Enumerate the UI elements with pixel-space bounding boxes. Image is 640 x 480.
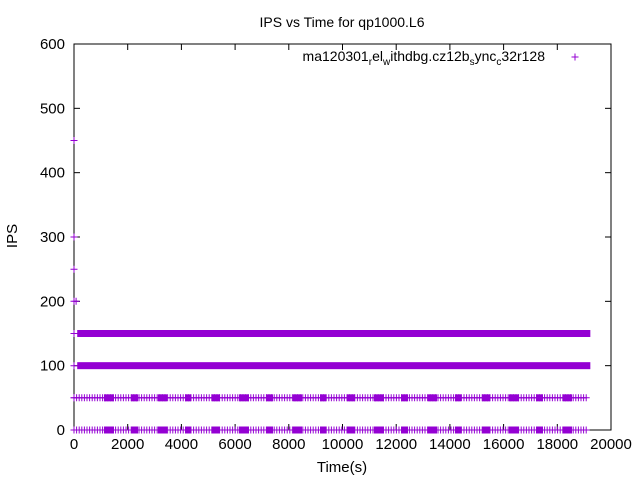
data-point-cluster <box>212 394 220 402</box>
data-point-cluster <box>293 394 302 402</box>
chart-title: IPS vs Time for qp1000.L6 <box>260 14 425 30</box>
data-point-cluster <box>131 426 138 434</box>
data-point-cluster <box>158 426 167 434</box>
data-band-dense <box>77 330 591 337</box>
x-tick-label: 2000 <box>111 436 144 453</box>
data-point-cluster <box>104 394 114 402</box>
legend-marker-plus <box>571 53 579 61</box>
axis-tick-labels: 0 2000 4000 6000 8000 10000 12000 14000 16000 180… <box>40 36 632 453</box>
data-point-cluster <box>482 394 490 402</box>
data-point-cluster <box>455 426 461 434</box>
data-point-cluster <box>374 426 384 434</box>
data-point-cluster <box>374 394 384 402</box>
y-tick-label: 300 <box>40 229 65 246</box>
data-point-cluster <box>158 394 167 402</box>
data-point <box>582 426 590 434</box>
data-point <box>70 362 78 370</box>
y-tick-label: 200 <box>40 293 65 310</box>
x-tick-label: 0 <box>70 436 78 453</box>
data-point <box>70 137 78 144</box>
y-tick-label: 400 <box>40 165 65 182</box>
data-point-cluster <box>563 426 572 434</box>
y-tick-label: 500 <box>40 100 65 117</box>
legend-label-part: el <box>372 48 383 64</box>
x-tick-label: 4000 <box>165 436 198 453</box>
plot-frame <box>73 43 612 431</box>
data-point-cluster <box>266 426 273 434</box>
data-point-cluster <box>239 426 249 434</box>
x-tick-label: 18000 <box>536 436 578 453</box>
data-point-cluster <box>131 394 138 402</box>
x-tick-label: 20000 <box>590 436 632 453</box>
x-tick-label: 10000 <box>322 436 364 453</box>
legend-label-part: w <box>382 57 391 68</box>
data-band-dense <box>77 362 591 370</box>
data-point-cluster <box>293 426 302 434</box>
legend-label-part: r <box>369 57 373 68</box>
data-point-cluster <box>320 426 326 434</box>
data-point <box>72 297 80 305</box>
data-point-cluster <box>509 394 519 402</box>
x-tick-label: 16000 <box>483 436 525 453</box>
data-point-cluster <box>428 426 437 434</box>
data-point-cluster <box>455 394 461 402</box>
data-point <box>70 394 78 402</box>
legend-label-part: 32r128 <box>501 48 545 64</box>
data-point <box>70 330 78 337</box>
data-point-cluster <box>536 426 543 434</box>
y-tick-label: 100 <box>40 358 65 375</box>
x-tick-label: 14000 <box>429 436 471 453</box>
data-point-cluster <box>266 394 273 402</box>
x-tick-label: 8000 <box>272 436 305 453</box>
legend-marker <box>571 53 579 61</box>
data-marks <box>70 137 591 434</box>
data-point <box>70 265 78 273</box>
data-point-cluster <box>347 426 355 434</box>
data-point-cluster <box>509 426 519 434</box>
data-point-cluster <box>185 394 191 402</box>
x-tick-label: 6000 <box>218 436 251 453</box>
data-point-cluster <box>482 426 490 434</box>
plot-border <box>73 43 612 431</box>
x-axis-label: Time(s) <box>317 459 367 476</box>
data-point-cluster <box>536 394 543 402</box>
data-point-cluster <box>239 394 249 402</box>
data-point <box>582 394 590 402</box>
data-point-cluster <box>347 394 355 402</box>
x-tick-label: 12000 <box>375 436 417 453</box>
y-tick-label: 600 <box>40 36 65 53</box>
data-point-cluster <box>212 426 220 434</box>
data-point-cluster <box>320 394 326 402</box>
y-tick-label: 0 <box>57 422 65 439</box>
legend-label-part: ithdbg.cz12b <box>390 48 470 64</box>
data-point <box>70 426 78 434</box>
data-point-cluster <box>104 426 114 434</box>
legend-label-part: ma120301 <box>303 48 369 64</box>
data-point-cluster <box>428 394 437 402</box>
data-point-cluster <box>185 426 191 434</box>
legend-label-part: ync <box>475 48 497 64</box>
y-axis-label: IPS <box>4 224 21 248</box>
data-point <box>70 233 78 241</box>
legend-label-part: s <box>470 57 475 68</box>
axis-ticks <box>73 43 612 431</box>
legend-label-part: c <box>496 57 501 68</box>
data-point-cluster <box>401 426 408 434</box>
data-point-cluster <box>563 394 572 402</box>
data-point-cluster <box>401 394 408 402</box>
legend-label: ma120301relwithdbg.cz12bsyncc32r128 <box>303 48 546 68</box>
legend: ma120301relwithdbg.cz12bsyncc32r128 <box>303 48 579 68</box>
